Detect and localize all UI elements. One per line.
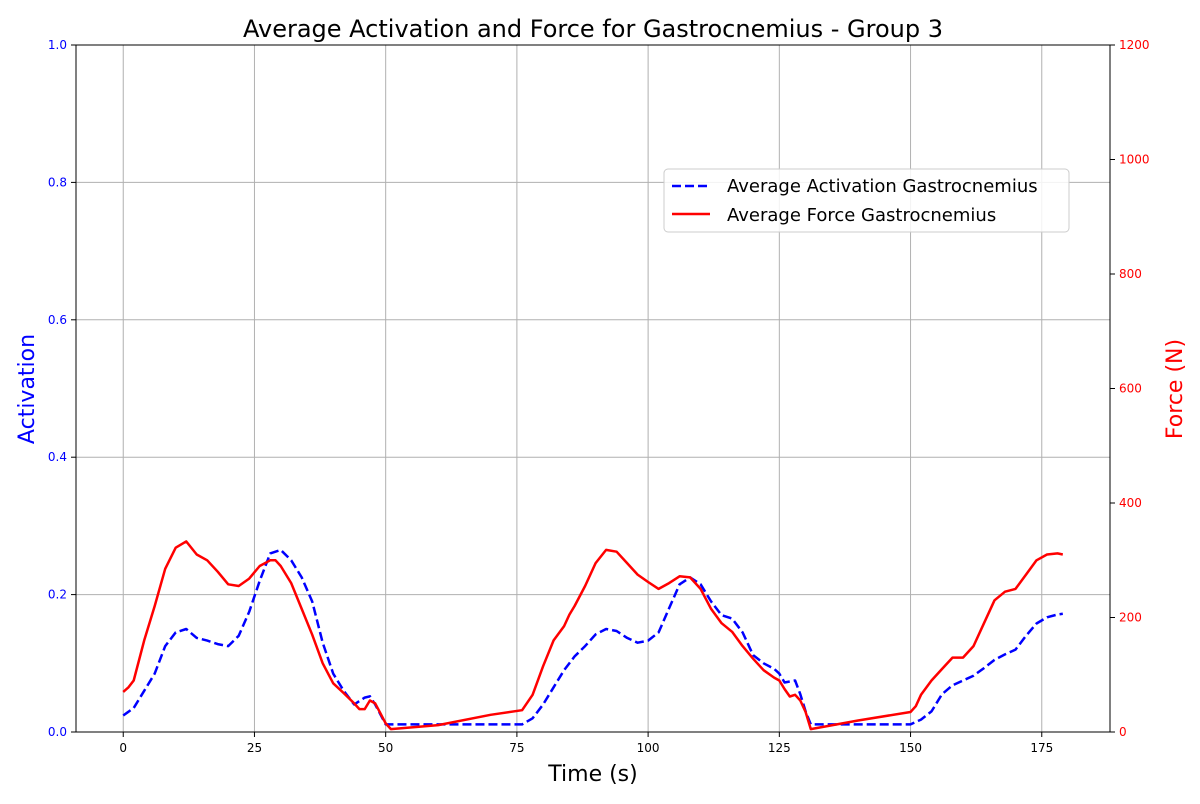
y-right-axis-ticks: 0 200 400 600 800 1000 1200 xyxy=(1110,38,1150,739)
x-tick-label-6: 150 xyxy=(899,741,922,755)
x-tick-label-5: 125 xyxy=(768,741,791,755)
y-right-axis-label: Force (N) xyxy=(1163,339,1188,439)
x-tick-label-4: 100 xyxy=(637,741,660,755)
y-right-tick-label-6: 1200 xyxy=(1119,38,1150,52)
series-lines xyxy=(122,540,1064,731)
y-left-tick-label-0: 0.0 xyxy=(48,725,67,739)
y-left-tick-label-3: 0.6 xyxy=(48,313,67,327)
y-right-tick-label-3: 600 xyxy=(1119,382,1142,396)
y-left-tick-label-5: 1.0 xyxy=(48,38,67,52)
legend-box xyxy=(663,168,1070,233)
x-axis-ticks: 0 25 50 75 100 125 150 175 xyxy=(119,732,1053,755)
x-axis-label: Time (s) xyxy=(547,762,637,787)
x-tick-label-0: 0 xyxy=(119,741,127,755)
chart-title: Average Activation and Force for Gastroc… xyxy=(243,15,943,43)
x-tick-label-3: 75 xyxy=(509,741,524,755)
legend-force-label: Average Force Gastrocnemius xyxy=(727,205,996,226)
y-left-axis-label: Activation xyxy=(15,334,40,444)
y-right-tick-label-1: 200 xyxy=(1119,611,1142,625)
x-tick-label-1: 25 xyxy=(247,741,262,755)
legend: Average Activation Gastrocnemius Average… xyxy=(663,168,1070,233)
x-tick-label-2: 50 xyxy=(378,741,393,755)
y-left-axis-ticks: 0.0 0.2 0.4 0.6 0.8 1.0 xyxy=(48,38,76,739)
y-left-tick-label-4: 0.8 xyxy=(48,175,67,189)
y-right-tick-label-0: 0 xyxy=(1119,725,1127,739)
x-tick-label-7: 175 xyxy=(1030,741,1053,755)
y-right-tick-label-4: 800 xyxy=(1119,267,1142,281)
series-line-activation xyxy=(122,548,1063,726)
series-line-force xyxy=(122,540,1064,731)
y-right-tick-label-2: 400 xyxy=(1119,496,1142,510)
y-right-tick-label-5: 1000 xyxy=(1119,153,1150,167)
y-left-tick-label-2: 0.4 xyxy=(48,450,67,464)
y-left-tick-label-1: 0.2 xyxy=(48,588,67,602)
legend-activation-label: Average Activation Gastrocnemius xyxy=(727,176,1038,197)
